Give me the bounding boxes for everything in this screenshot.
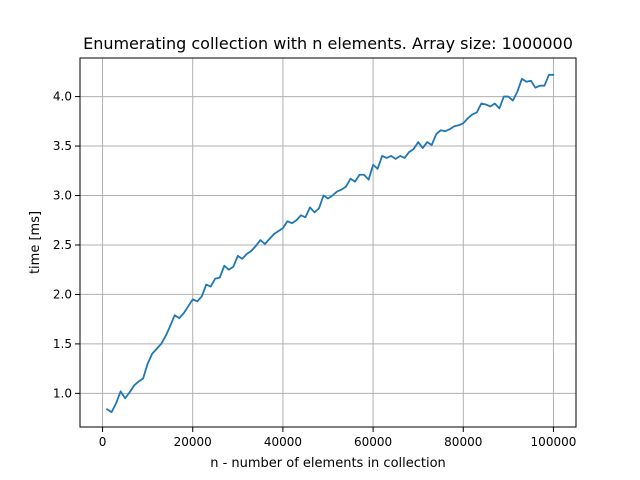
x-tick-label: 100000	[531, 435, 577, 449]
chart-title: Enumerating collection with n elements. …	[83, 34, 573, 53]
y-axis: 1.0 1.5 2.0 2.5 3.0 3.5 4.0	[53, 90, 80, 400]
x-axis-label: n - number of elements in collection	[210, 456, 446, 471]
series-layer	[106, 73, 555, 414]
x-tick-label: 60000	[354, 435, 392, 449]
y-tick-label: 2.0	[53, 287, 72, 301]
x-axis: 0 20000 40000 60000 80000 100000	[99, 427, 577, 449]
x-tick-label: 0	[99, 435, 107, 449]
y-tick-label: 3.0	[53, 189, 72, 203]
x-tick-label: 40000	[264, 435, 302, 449]
y-tick-label: 4.0	[53, 90, 72, 104]
series-line	[106, 73, 555, 414]
y-tick-label: 2.5	[53, 238, 72, 252]
y-tick-label: 3.5	[53, 139, 72, 153]
y-tick-label: 1.0	[53, 386, 72, 400]
x-tick-label: 20000	[174, 435, 212, 449]
y-axis-label: time [ms]	[28, 211, 43, 274]
plot-frame	[79, 57, 577, 428]
grid	[80, 58, 576, 427]
x-tick-label: 80000	[444, 435, 482, 449]
y-tick-label: 1.5	[53, 337, 72, 351]
